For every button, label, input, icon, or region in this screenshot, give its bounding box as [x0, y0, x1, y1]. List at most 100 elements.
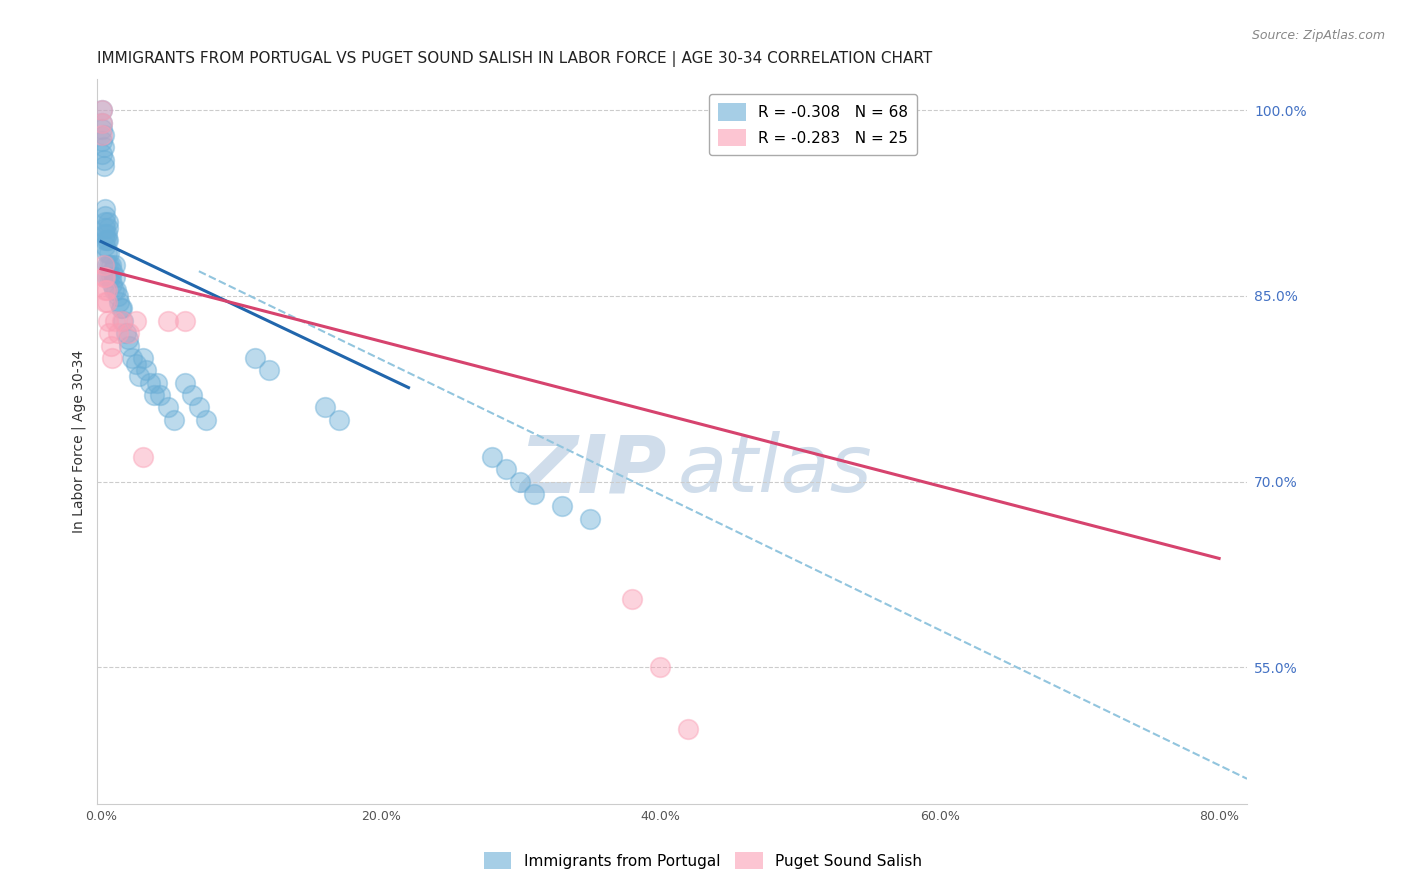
- Point: [97, 220, 120, 235]
- Text: ZIP: ZIP: [519, 432, 666, 509]
- Point: [125, 314, 148, 328]
- Point: [108, 295, 131, 310]
- Point: [98, 270, 121, 285]
- Point: [187, 401, 209, 415]
- Point: [91, 116, 114, 130]
- Point: [143, 388, 166, 402]
- Text: Source: ZipAtlas.com: Source: ZipAtlas.com: [1251, 29, 1385, 42]
- Point: [94, 209, 117, 223]
- Point: [149, 388, 172, 402]
- Point: [94, 215, 117, 229]
- Text: IMMIGRANTS FROM PORTUGAL VS PUGET SOUND SALISH IN LABOR FORCE | AGE 30-34 CORREL: IMMIGRANTS FROM PORTUGAL VS PUGET SOUND …: [97, 51, 932, 67]
- Point: [97, 215, 120, 229]
- Point: [96, 295, 118, 310]
- Point: [94, 220, 117, 235]
- Point: [96, 227, 118, 241]
- Point: [94, 202, 117, 217]
- Point: [551, 500, 574, 514]
- Point: [93, 258, 115, 272]
- Point: [103, 283, 125, 297]
- Point: [91, 103, 114, 118]
- Point: [107, 289, 129, 303]
- Point: [243, 351, 266, 365]
- Point: [91, 134, 114, 148]
- Point: [91, 121, 114, 136]
- Point: [676, 723, 699, 737]
- Point: [97, 314, 120, 328]
- Point: [139, 376, 162, 390]
- Point: [579, 512, 602, 526]
- Point: [180, 388, 202, 402]
- Point: [91, 116, 114, 130]
- Point: [101, 277, 124, 291]
- Point: [96, 258, 118, 272]
- Point: [174, 376, 197, 390]
- Point: [110, 301, 132, 316]
- Text: atlas: atlas: [678, 432, 873, 509]
- Point: [94, 239, 117, 253]
- Point: [157, 314, 180, 328]
- Point: [98, 245, 121, 260]
- Point: [314, 401, 336, 415]
- Point: [105, 283, 128, 297]
- Point: [509, 475, 531, 489]
- Point: [523, 487, 546, 501]
- Legend: Immigrants from Portugal, Puget Sound Salish: Immigrants from Portugal, Puget Sound Sa…: [478, 846, 928, 875]
- Point: [94, 270, 117, 285]
- Point: [495, 462, 517, 476]
- Point: [132, 351, 155, 365]
- Point: [157, 401, 180, 415]
- Point: [94, 233, 117, 247]
- Point: [104, 270, 127, 285]
- Point: [117, 332, 139, 346]
- Point: [100, 258, 122, 272]
- Point: [621, 592, 644, 607]
- Point: [100, 270, 122, 285]
- Point: [107, 326, 129, 340]
- Point: [96, 270, 118, 285]
- Point: [98, 326, 121, 340]
- Point: [112, 314, 135, 328]
- Point: [146, 376, 169, 390]
- Point: [111, 301, 134, 316]
- Point: [93, 153, 115, 167]
- Point: [94, 283, 117, 297]
- Point: [118, 326, 141, 340]
- Point: [96, 233, 118, 247]
- Point: [101, 264, 124, 278]
- Point: [481, 450, 503, 464]
- Y-axis label: In Labor Force | Age 30-34: In Labor Force | Age 30-34: [72, 350, 86, 533]
- Point: [111, 314, 134, 328]
- Point: [93, 270, 115, 285]
- Point: [328, 413, 350, 427]
- Point: [96, 245, 118, 260]
- Point: [91, 146, 114, 161]
- Point: [257, 363, 280, 377]
- Point: [94, 295, 117, 310]
- Point: [163, 413, 186, 427]
- Point: [91, 103, 114, 118]
- Point: [101, 351, 124, 365]
- Point: [118, 338, 141, 352]
- Point: [648, 660, 671, 674]
- Point: [125, 357, 148, 371]
- Point: [115, 326, 138, 340]
- Point: [104, 314, 127, 328]
- Point: [194, 413, 217, 427]
- Legend: R = -0.308   N = 68, R = -0.283   N = 25: R = -0.308 N = 68, R = -0.283 N = 25: [709, 95, 917, 155]
- Point: [132, 450, 155, 464]
- Point: [93, 140, 115, 154]
- Point: [121, 351, 143, 365]
- Point: [174, 314, 197, 328]
- Point: [91, 128, 114, 142]
- Point: [100, 338, 122, 352]
- Point: [93, 159, 115, 173]
- Point: [98, 258, 121, 272]
- Point: [97, 233, 120, 247]
- Point: [128, 369, 150, 384]
- Point: [135, 363, 157, 377]
- Point: [93, 128, 115, 142]
- Point: [94, 227, 117, 241]
- Point: [96, 283, 118, 297]
- Point: [104, 258, 127, 272]
